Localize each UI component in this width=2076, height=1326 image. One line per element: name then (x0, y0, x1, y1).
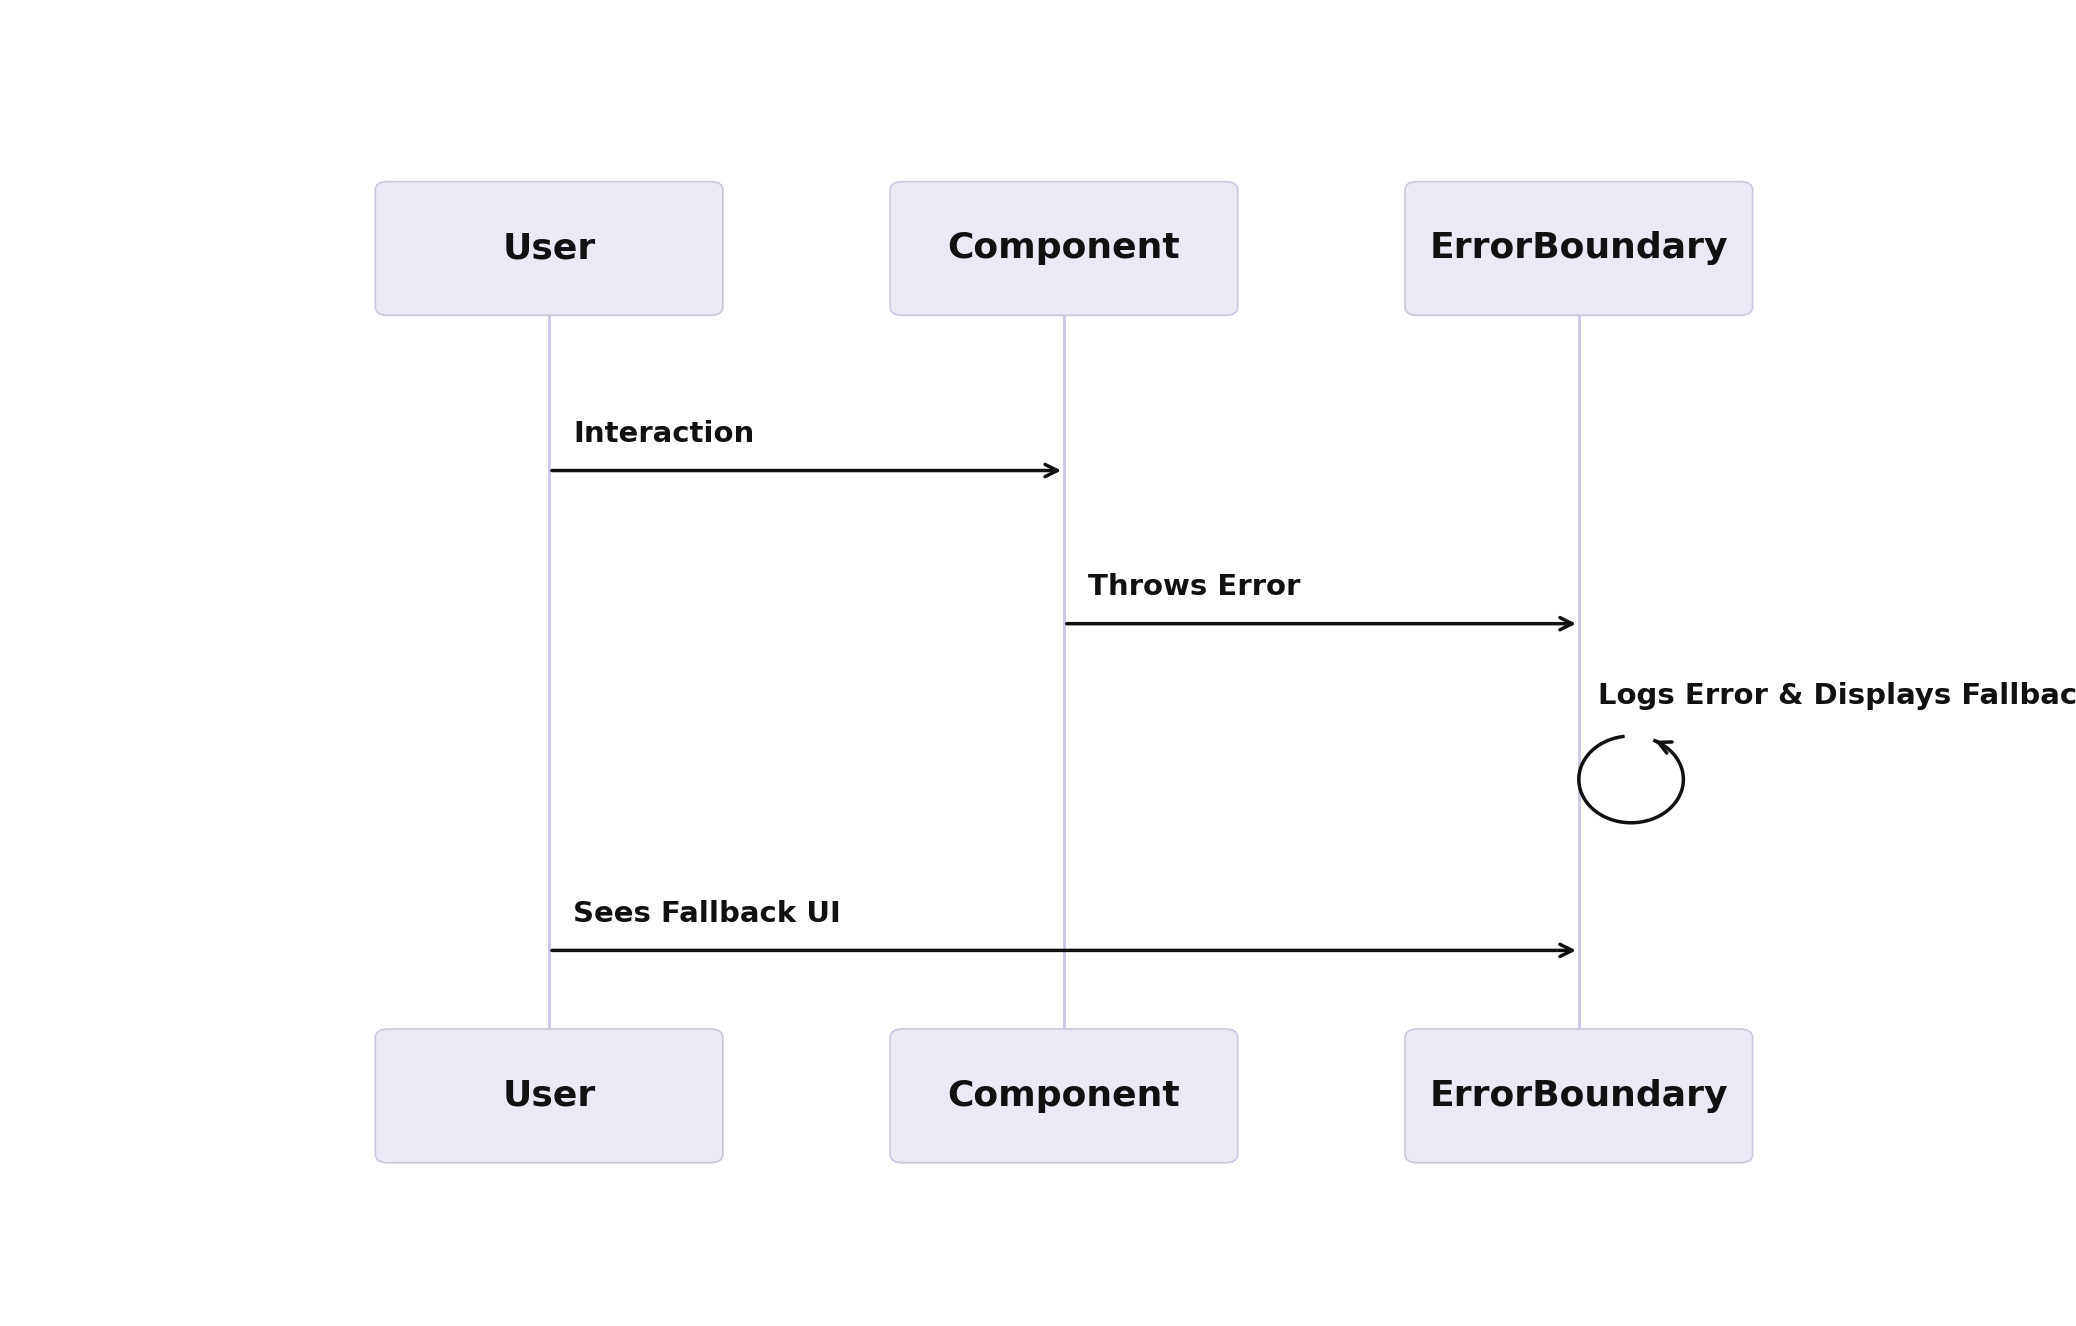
Text: Logs Error & Displays Fallback UI: Logs Error & Displays Fallback UI (1599, 683, 2076, 711)
FancyBboxPatch shape (376, 1029, 722, 1163)
Text: Interaction: Interaction (573, 420, 754, 448)
Text: Component: Component (947, 1079, 1181, 1113)
Text: User: User (502, 232, 596, 265)
FancyBboxPatch shape (891, 182, 1237, 316)
FancyBboxPatch shape (891, 1029, 1237, 1163)
FancyBboxPatch shape (1405, 182, 1752, 316)
Text: ErrorBoundary: ErrorBoundary (1430, 232, 1727, 265)
Text: ErrorBoundary: ErrorBoundary (1430, 1079, 1727, 1113)
FancyBboxPatch shape (376, 182, 722, 316)
Text: Component: Component (947, 232, 1181, 265)
Text: Sees Fallback UI: Sees Fallback UI (573, 900, 841, 928)
FancyBboxPatch shape (1405, 1029, 1752, 1163)
Text: User: User (502, 1079, 596, 1113)
Text: Throws Error: Throws Error (1088, 573, 1300, 601)
